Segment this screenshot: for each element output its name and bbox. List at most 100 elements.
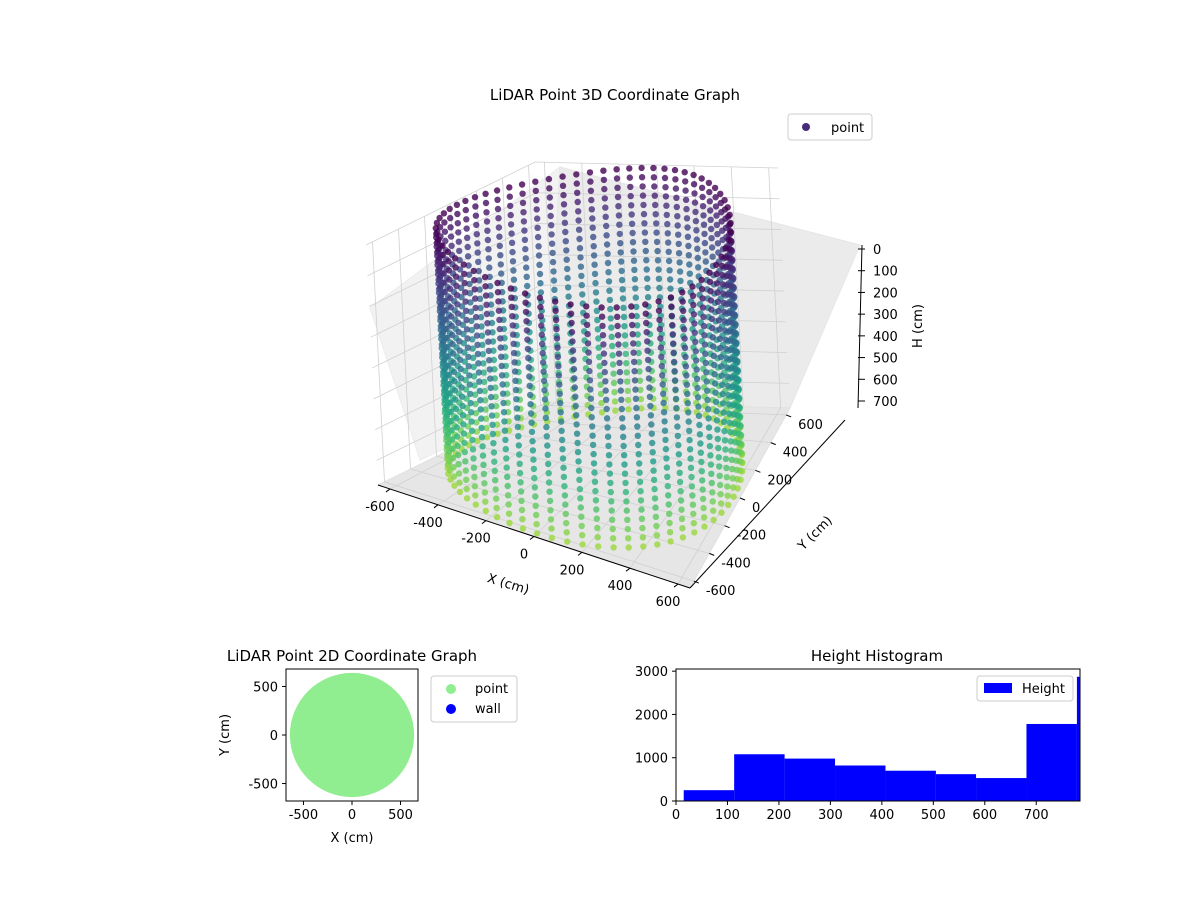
point-3d-192 xyxy=(495,215,502,222)
point-3d-1346 xyxy=(547,507,554,514)
point-3d-1558 xyxy=(607,479,614,487)
point-3d-92 xyxy=(578,272,585,280)
point-3d-1172 xyxy=(499,381,506,388)
point-3d-1132 xyxy=(493,504,500,512)
point-3d-382 xyxy=(464,234,471,241)
point-3d-1435 xyxy=(569,338,576,345)
legend-label-height: Height xyxy=(1022,682,1065,697)
y-tick-label-2d-0: -500 xyxy=(248,778,278,793)
point-3d-1652 xyxy=(630,349,637,356)
point-3d-1267 xyxy=(519,516,526,523)
point-3d-340 xyxy=(633,312,640,320)
point-3d-333 xyxy=(630,248,637,255)
point-3d-1266 xyxy=(518,506,526,514)
point-3d-1110 xyxy=(483,301,490,308)
point-3d-1297 xyxy=(718,262,726,270)
point-3d-1663 xyxy=(635,451,642,458)
point-3d-81 xyxy=(573,171,580,178)
point-3d-1124 xyxy=(489,430,497,438)
point-3d-360 xyxy=(642,247,649,255)
point-3d-1434 xyxy=(568,328,576,336)
point-3d-1391 xyxy=(558,427,565,434)
point-3d-1671 xyxy=(639,524,646,532)
point-3d-1385 xyxy=(555,372,563,379)
x-tick-label-hist-0: 0 xyxy=(672,808,680,823)
point-3d-1181 xyxy=(503,464,510,471)
point-3d-1350 xyxy=(713,261,720,269)
point-3d-521 xyxy=(675,240,682,248)
point-3d-229 xyxy=(606,287,613,294)
point-3d-841 xyxy=(441,279,448,286)
point-3d-184 xyxy=(596,372,604,379)
point-3d-1061 xyxy=(474,341,481,348)
point-3d-443 xyxy=(655,266,662,273)
point-3d-990 xyxy=(460,421,467,428)
point-3d-1431 xyxy=(567,301,574,308)
point-3d-1630 xyxy=(672,386,679,393)
point-3d-1657 xyxy=(632,395,640,402)
x-tick-label-hist-7: 700 xyxy=(1024,808,1049,823)
point-3d-342 xyxy=(634,331,641,338)
point-3d-522 xyxy=(675,250,683,257)
point-3d-190 xyxy=(494,196,501,203)
point-3d-88 xyxy=(576,235,583,243)
point-3d-164 xyxy=(587,187,595,194)
point-3d-163 xyxy=(587,178,594,185)
point-3d-301 xyxy=(473,231,480,238)
point-3d-1390 xyxy=(558,418,565,425)
point-3d-494 xyxy=(665,239,672,246)
point-3d-1706 xyxy=(644,347,651,354)
point-3d-1477 xyxy=(707,452,714,459)
point-3d-1487 xyxy=(583,321,591,329)
point-3d-379 xyxy=(462,206,469,214)
point-3d-1352 xyxy=(713,280,721,287)
point-3d-596 xyxy=(682,187,689,194)
point-3d-1637 xyxy=(675,451,682,458)
point-3d-1488 xyxy=(584,330,591,338)
point-3d-138 xyxy=(507,211,514,219)
point-3d-11 xyxy=(550,277,558,284)
point-3d-518 xyxy=(674,213,681,220)
point-3d-1392 xyxy=(558,436,566,444)
grid-wall-y-6 xyxy=(528,165,541,406)
x-tick-3d-2 xyxy=(481,520,487,525)
point-3d-386 xyxy=(465,271,473,278)
point-3d-1320 xyxy=(729,475,736,482)
point-3d-1344 xyxy=(546,488,553,495)
point-3d-1704 xyxy=(643,329,650,336)
point-3d-1173 xyxy=(499,390,507,397)
point-3d-311 xyxy=(478,323,485,330)
point-3d-1293 xyxy=(533,511,540,519)
point-3d-1072 xyxy=(479,443,486,450)
point-3d-40 xyxy=(565,293,572,300)
point-3d-1458 xyxy=(698,276,705,284)
point-3d-39 xyxy=(564,284,572,291)
point-3d-1394 xyxy=(559,455,567,462)
point-3d-850 xyxy=(445,362,452,369)
point-3d-1618 xyxy=(625,535,632,542)
point-3d-598 xyxy=(683,205,690,213)
point-3d-1271 xyxy=(522,308,530,316)
point-3d-1560 xyxy=(608,498,615,505)
y-tick-label-hist-1: 1000 xyxy=(635,752,668,767)
point-3d-1178 xyxy=(502,436,509,444)
y-tick-3d-0 xyxy=(693,580,700,584)
x-tick-label-3d-3: 0 xyxy=(520,548,528,563)
x-axis-label-2d: X (cm) xyxy=(331,831,374,846)
point-3d-1695 xyxy=(665,492,672,499)
point-3d-3 xyxy=(547,203,554,210)
point-3d-1690 xyxy=(662,445,670,453)
point-3d-1289 xyxy=(531,474,538,482)
point-3d-289 xyxy=(491,366,498,373)
point-3d-1481 xyxy=(709,489,716,496)
point-3d-1386 xyxy=(556,381,563,388)
point-3d-64 xyxy=(536,270,544,278)
point-3d-396 xyxy=(470,363,477,371)
point-3d-847 xyxy=(443,334,451,342)
point-3d-1442 xyxy=(572,402,579,410)
point-3d-1519 xyxy=(692,348,699,355)
point-3d-235 xyxy=(609,342,616,350)
point-3d-345 xyxy=(635,359,643,366)
point-3d-1242 xyxy=(507,285,515,292)
point-3d-1249 xyxy=(510,349,518,357)
